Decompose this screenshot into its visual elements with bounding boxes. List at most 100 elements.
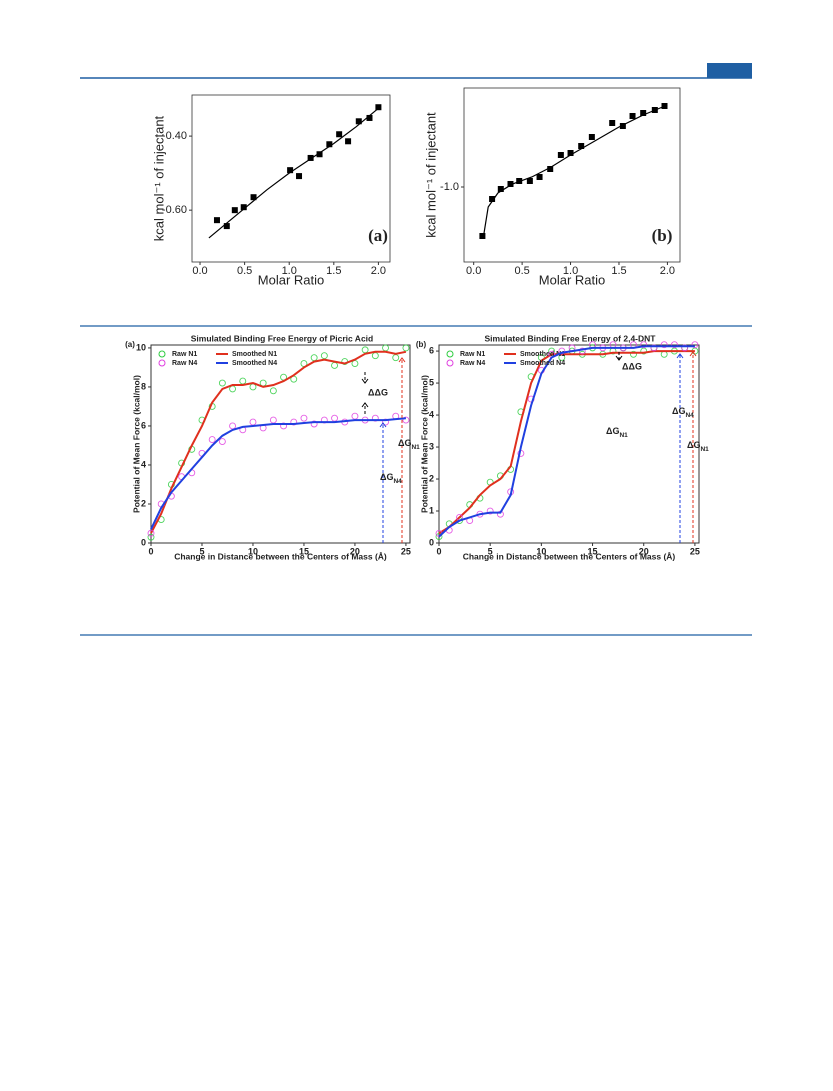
data-point [588,134,595,140]
y-tick-label: 2 [141,498,146,508]
data-point [218,438,226,446]
legend-label: Smoothed N1 [232,351,277,358]
data-point [435,533,443,541]
data-point [371,414,379,422]
data-point [280,422,288,430]
data-point [640,341,648,349]
data-point [619,123,626,129]
x-tick-label: 5 [488,546,493,556]
data-point [307,154,314,161]
data-point [336,131,343,138]
arrow-head [615,355,623,361]
legend-label: Smoothed N4 [232,360,277,367]
plot-frame [150,344,411,544]
data-point [147,533,155,541]
y-tick-label: -1.0 [440,181,459,193]
data-point [213,217,220,224]
y-tick-label: 0 [429,537,434,547]
data-point [250,194,257,201]
data-line [438,350,695,535]
x-tick-label: 20 [350,546,360,556]
data-point [681,344,689,352]
data-point [691,341,699,349]
data-point [557,152,564,158]
data-point [310,420,318,428]
y-axis-label: kcal mol⁻¹ of injectant [423,112,438,238]
data-point [326,141,333,148]
legend-label: Smoothed N1 [520,351,565,358]
plot-frame [463,87,681,263]
x-tick-label: 1.5 [326,265,341,277]
data-point [547,166,554,172]
data-point [231,207,238,214]
arrow-head [689,351,697,357]
data-line [482,104,668,238]
panel-label: (b) [652,226,673,245]
y-tick-label: 6 [429,345,434,355]
annotation-text: ΔG [398,438,411,448]
legend-label: Raw N1 [172,351,197,358]
data-point [223,223,230,230]
chart-title: Simulated Binding Free Energy of Picric … [191,333,373,343]
legend-label: Raw N4 [460,360,485,367]
x-tick-label: 2.0 [660,265,675,277]
x-axis-label: Change in Distance between the Centers o… [463,551,676,561]
x-tick-label: 0 [148,546,153,556]
x-tick-label: 20 [639,546,649,556]
x-tick-label: 0.0 [192,265,207,277]
data-point [609,120,616,126]
data-point [558,347,566,355]
x-axis-label: Change in Distance between the Centers o… [174,551,387,561]
data-point [536,174,543,180]
data-point [147,529,155,537]
arrow-head [379,422,387,428]
annotation: ΔGN4 [380,472,402,484]
x-tick-label: 1.0 [282,265,297,277]
annotation-subscript: N4 [393,478,402,485]
data-point [218,379,226,387]
data-point [345,138,352,145]
panel-label: (a) [368,226,388,245]
data-point [402,344,410,352]
annotation-subscript: N4 [685,412,694,419]
arrow-head [676,353,684,359]
data-point [296,173,303,180]
x-tick-label: 10 [248,546,258,556]
plot-frame [191,94,391,263]
y-axis-label: Potential of Mean Force (kcal/mol) [131,375,141,513]
x-tick-label: 15 [299,546,309,556]
data-point [497,186,504,192]
x-tick-label: 2.0 [371,265,386,277]
x-axis-label: Molar Ratio [258,272,324,287]
x-tick-label: 0.5 [514,265,529,277]
header-tab [707,63,752,78]
annotation: ΔGN1 [398,438,420,450]
x-tick-label: 1.5 [611,265,626,277]
legend-marker [158,359,166,367]
panel-label: (b) [416,340,427,349]
annotation-text: ΔG [687,440,700,450]
arrow-head [361,378,369,384]
y-tick-label: 2 [429,473,434,483]
data-point [630,350,637,358]
y-tick-label: 5 [429,377,434,387]
x-tick-label: 0.0 [466,265,481,277]
y-axis-label: kcal mol⁻¹ of injectant [151,115,166,241]
data-point [479,233,486,239]
y-tick-label: 6 [141,420,146,430]
chart-title: Simulated Binding Free Energy of 2,4-DNT [485,333,657,343]
legend-label: Raw N4 [172,360,197,367]
data-point [382,418,389,426]
data-point [300,414,308,422]
legend-marker [446,359,454,367]
y-tick-label: 1 [429,505,434,515]
data-point [578,347,586,355]
panel-label: (a) [125,340,135,349]
annotation: ΔGN1 [606,426,628,438]
annotation: ΔGN4 [672,406,694,418]
data-point [290,418,298,426]
arrow-head [361,402,369,408]
data-point [489,196,496,202]
